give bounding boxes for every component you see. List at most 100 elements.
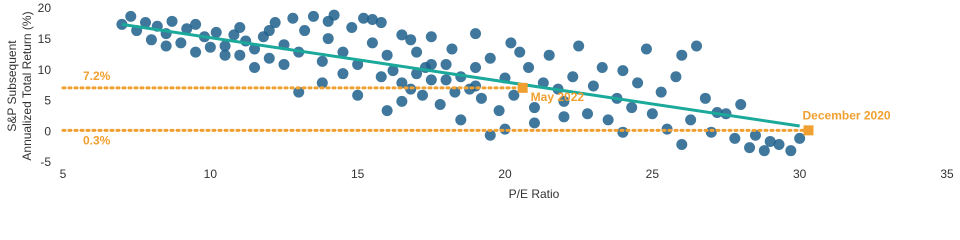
point <box>484 129 496 141</box>
point <box>617 126 629 138</box>
point <box>287 12 299 24</box>
point <box>396 95 408 107</box>
point <box>375 17 387 29</box>
point <box>181 23 193 35</box>
point <box>528 117 540 129</box>
point <box>440 74 452 86</box>
x-tick-label: 15 <box>351 167 365 181</box>
point <box>425 74 437 86</box>
trend-line <box>121 22 800 128</box>
point <box>396 29 408 41</box>
marker-label: May 2022 <box>531 90 585 104</box>
point <box>249 62 261 74</box>
point <box>337 46 349 58</box>
marker <box>803 125 814 136</box>
point <box>416 89 428 101</box>
point <box>145 34 157 46</box>
point <box>699 92 711 104</box>
chart: P/E Ratio S&P Subsequent Annualized Tota… <box>5 1 954 201</box>
point <box>470 28 482 40</box>
y-tick-label: 20 <box>38 1 52 15</box>
point <box>140 17 152 29</box>
point <box>499 123 511 135</box>
marker-label: December 2020 <box>803 109 891 123</box>
point <box>617 65 629 77</box>
point <box>508 89 520 101</box>
point <box>676 139 688 151</box>
y-tick-label: 15 <box>38 32 52 46</box>
x-tick-label: 35 <box>940 167 954 181</box>
point <box>358 12 370 24</box>
x-axis-label: P/E Ratio <box>509 187 560 201</box>
point <box>470 62 482 74</box>
point <box>190 46 202 58</box>
value-label: 7.2% <box>83 69 111 83</box>
point <box>676 49 688 61</box>
point <box>352 58 364 70</box>
point <box>749 129 761 141</box>
point <box>567 71 579 83</box>
point <box>219 40 231 52</box>
point <box>346 21 358 33</box>
point <box>210 26 222 38</box>
point <box>175 37 187 49</box>
y-tick-label: 5 <box>44 94 51 108</box>
point <box>160 40 172 52</box>
point <box>558 111 570 123</box>
point <box>573 40 585 52</box>
point <box>758 145 770 157</box>
point <box>307 10 319 22</box>
point <box>440 58 452 70</box>
point <box>655 86 667 98</box>
point <box>234 49 246 61</box>
point <box>785 145 797 157</box>
point <box>219 49 231 61</box>
point <box>582 108 594 120</box>
y-tick-label: 10 <box>38 63 52 77</box>
y-tick-label: -5 <box>40 155 51 169</box>
point <box>234 21 246 33</box>
point <box>514 46 526 58</box>
point <box>204 41 216 53</box>
point <box>685 114 697 126</box>
point <box>352 89 364 101</box>
point <box>411 68 423 80</box>
point <box>493 105 505 117</box>
point <box>381 105 393 117</box>
point <box>125 10 137 22</box>
point <box>484 52 496 64</box>
point <box>632 77 644 89</box>
point <box>523 62 535 74</box>
x-tick-label: 10 <box>204 167 218 181</box>
point <box>794 132 806 144</box>
point <box>405 34 417 46</box>
point <box>316 55 328 67</box>
point <box>475 92 487 104</box>
point <box>764 135 776 147</box>
y-tick-label: 0 <box>44 124 51 138</box>
point <box>455 114 467 126</box>
point <box>411 46 423 58</box>
point <box>735 98 747 110</box>
point <box>263 52 275 64</box>
y-axis-label: S&P Subsequent <box>5 40 19 132</box>
point <box>729 132 741 144</box>
point <box>375 71 387 83</box>
point <box>558 95 570 107</box>
x-tick-label: 30 <box>793 167 807 181</box>
x-tick-label: 5 <box>60 167 67 181</box>
point <box>387 65 399 77</box>
point <box>446 43 458 55</box>
point <box>293 86 305 98</box>
point <box>228 29 240 41</box>
point <box>691 40 703 52</box>
point <box>190 18 202 30</box>
point <box>337 68 349 80</box>
point <box>381 49 393 61</box>
marker <box>517 82 528 93</box>
y-axis-label: Annualized Total Return (%) <box>20 11 34 160</box>
x-tick-label: 25 <box>646 167 660 181</box>
point <box>366 13 378 25</box>
point <box>316 77 328 89</box>
point <box>396 77 408 89</box>
